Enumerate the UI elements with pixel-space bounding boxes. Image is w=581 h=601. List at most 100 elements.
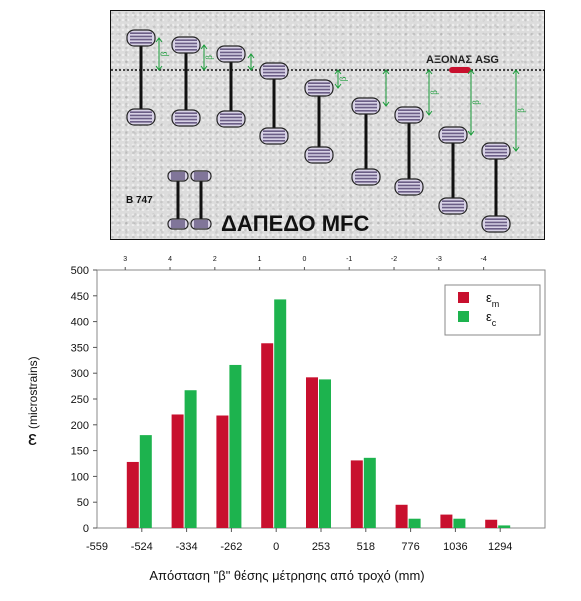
x-tick-label: 1294 [488, 541, 512, 553]
wheel-icon [481, 142, 511, 160]
wheel-icon [259, 127, 289, 145]
x-tick-label: 776 [401, 541, 419, 553]
y-tick-label: 500 [71, 265, 89, 277]
asg-marker [449, 67, 471, 73]
small-gear-group [167, 170, 212, 230]
x-tick-label: -262 [220, 541, 242, 553]
y-tick-label: 150 [71, 446, 89, 458]
wheel-icon [216, 45, 246, 63]
legend-label: εm [486, 290, 499, 309]
bar-ec [184, 390, 197, 528]
wheel-icon [351, 168, 381, 186]
x-tick-label: -524 [131, 541, 153, 553]
top-tick-label: 4 [168, 256, 172, 263]
beta-dimension: β [200, 44, 214, 71]
wheel-icon [190, 170, 212, 182]
bar-ec [453, 518, 466, 528]
legend-swatch [458, 311, 469, 322]
wheel-icon [171, 36, 201, 54]
top-tick-label: 0 [302, 256, 306, 263]
bar-em [485, 519, 498, 528]
top-tick-label: 2 [213, 256, 217, 263]
bar-em [261, 343, 274, 528]
asg-axis-label: ΑΞΟΝΑΣ ASG [426, 54, 499, 66]
x-tick-label: 518 [357, 541, 375, 553]
y-tick-label: 400 [71, 317, 89, 329]
bar-em [350, 460, 363, 528]
bar-ec [498, 525, 511, 528]
wheel-icon [190, 218, 212, 230]
beta-label: β [429, 90, 439, 95]
wheel-icon [171, 109, 201, 127]
top-tick-label: -4 [481, 256, 487, 263]
beta-dimension: β [467, 69, 481, 136]
beta-dimension: β [334, 69, 348, 89]
y-tick-label: 100 [71, 471, 89, 483]
legend-label: εc [486, 309, 497, 328]
legend-swatch [458, 292, 469, 303]
wheel-icon [481, 215, 511, 233]
y-tick-label: 50 [77, 497, 89, 509]
y-axis-label: (microstrains) [26, 356, 40, 429]
gear-layout-diagram: ΑΞΟΝΑΣ ASG β β β β β β B 747 ΔΑΠΕΔΟ MFC [110, 10, 546, 240]
top-tick-label: -3 [436, 256, 442, 263]
wheel-icon [304, 146, 334, 164]
bar-ec [274, 299, 287, 528]
wheel-icon [438, 126, 468, 144]
wheel-icon [304, 79, 334, 97]
top-tick-label: 1 [258, 256, 262, 263]
y-tick-label: 300 [71, 368, 89, 380]
beta-dimension [247, 53, 255, 71]
bar-ec [319, 379, 331, 528]
bar-em [216, 415, 229, 528]
top-tick-label: -2 [391, 256, 397, 263]
gear-group: β β β β β β [126, 29, 526, 233]
x-tick-label: 253 [312, 541, 330, 553]
wheel-icon [394, 106, 424, 124]
beta-label: β [516, 108, 526, 113]
y-axis-symbol: ε [28, 428, 37, 450]
y-tick-label: 200 [71, 420, 89, 432]
bar-ec [229, 364, 242, 528]
x-tick-label: -559 [86, 541, 108, 553]
y-tick-label: 450 [71, 291, 89, 303]
wheel-icon [394, 178, 424, 196]
bar-em [395, 504, 408, 528]
y-tick-label: 350 [71, 342, 89, 354]
beta-label: β [159, 51, 169, 56]
bar-em [171, 414, 184, 528]
bar-ec [139, 435, 152, 528]
y-tick-label: 0 [83, 523, 89, 535]
wheel-icon [438, 197, 468, 215]
wheel-icon [126, 108, 156, 126]
beta-dimension: β [425, 69, 439, 116]
bar-em [440, 514, 453, 528]
beta-dimension: β [512, 69, 526, 152]
wheel-icon [167, 218, 189, 230]
x-tick-label: 0 [273, 541, 279, 553]
x-tick-label: 1036 [443, 541, 467, 553]
bar-em [306, 377, 318, 528]
gear-layout-svg: ΑΞΟΝΑΣ ASG β β β β β β B 747 ΔΑΠΕΔΟ MFC [111, 29, 546, 236]
bar-ec [408, 518, 421, 528]
figure-title: ΔΑΠΕΔΟ MFC [221, 211, 369, 236]
y-tick-label: 250 [71, 394, 89, 406]
bar-ec [363, 457, 376, 528]
wheel-icon [351, 97, 381, 115]
wheel-icon [167, 170, 189, 182]
wheel-icon [259, 62, 289, 80]
beta-label: β [204, 55, 214, 60]
beta-label: β [338, 76, 348, 81]
wheel-icon [126, 29, 156, 47]
top-tick-label: -1 [346, 256, 352, 263]
wheel-icon [216, 110, 246, 128]
aircraft-label: B 747 [126, 195, 153, 206]
x-axis-label: Απόσταση "β" θέσης μέτρησης από τροχό (m… [149, 568, 424, 583]
top-tick-label: 3 [123, 256, 127, 263]
beta-label: β [471, 100, 481, 105]
beta-dimension: β [155, 37, 169, 71]
bar-em [126, 461, 139, 528]
